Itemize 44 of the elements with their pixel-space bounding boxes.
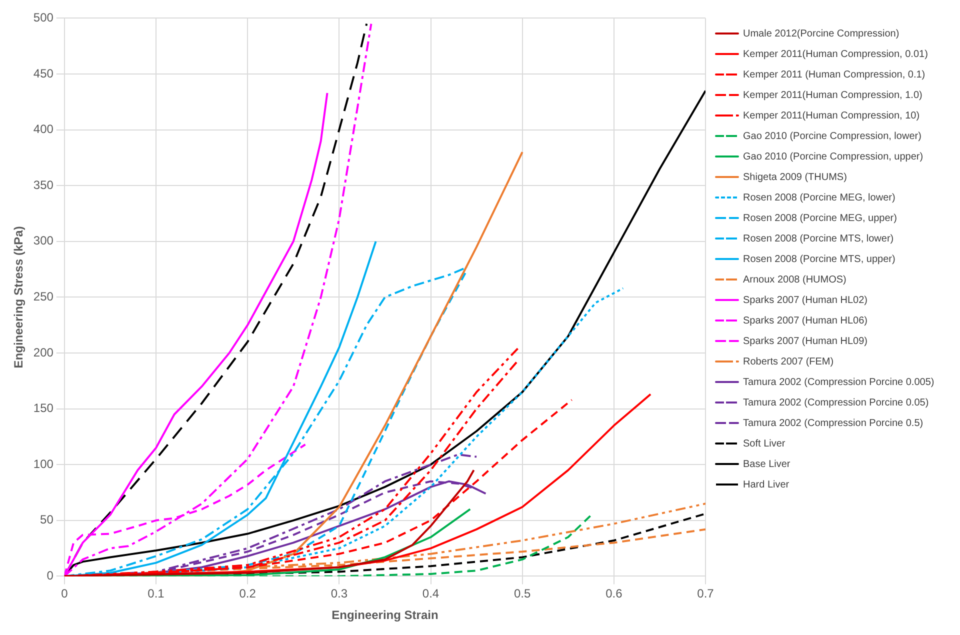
legend-label: Gao 2010 (Porcine Compression, upper) xyxy=(743,151,924,162)
legend-label: Kemper 2011(Human Compression, 1.0) xyxy=(743,90,922,101)
legend-label: Rosen 2008 (Porcine MEG, upper) xyxy=(743,212,897,224)
legend-label: Kemper 2011(Human Compression, 0.01) xyxy=(743,48,928,60)
x-tick-label: 0.4 xyxy=(422,586,440,601)
legend-label: Rosen 2008 (Porcine MEG, lower) xyxy=(743,192,896,204)
y-tick-label: 100 xyxy=(33,456,54,471)
legend-label: Arnoux 2008 (HUMOS) xyxy=(743,274,846,286)
legend-label: Gao 2010 (Porcine Compression, lower) xyxy=(743,130,922,142)
legend-label: Kemper 2011 (Human Compression, 0.1) xyxy=(743,69,926,80)
y-tick-label: 150 xyxy=(33,401,54,416)
legend-label: Base Liver xyxy=(743,458,791,470)
legend-label: Shigeta 2009 (THUMS) xyxy=(743,172,847,183)
legend-label: Roberts 2007 (FEM) xyxy=(743,356,834,368)
legend-label: Rosen 2008 (Porcine MTS, lower) xyxy=(743,233,894,244)
y-tick-label: 500 xyxy=(33,10,54,25)
y-tick-label: 400 xyxy=(33,122,54,136)
x-axis-title: Engineering Strain xyxy=(332,608,438,622)
legend-label: Sparks 2007 (Human HL02) xyxy=(743,294,868,306)
y-tick-label: 0 xyxy=(46,568,54,583)
legend-label: Tamura 2002 (Compression Porcine 0.5) xyxy=(743,418,924,429)
legend-label: Rosen 2008 (Porcine MTS, upper) xyxy=(743,254,896,265)
y-tick-label: 50 xyxy=(40,512,54,527)
x-tick-label: 0.6 xyxy=(606,586,623,601)
legend-label: Sparks 2007 (Human HL06) xyxy=(743,315,868,326)
x-tick-label: 0.7 xyxy=(697,586,714,601)
legend-label: Umale 2012(Porcine Compression) xyxy=(743,28,900,40)
x-tick-label: 0.2 xyxy=(239,586,256,601)
x-tick-label: 0.3 xyxy=(330,586,348,601)
legend-label: Tamura 2002 (Compression Porcine 0.05) xyxy=(743,397,929,408)
y-axis-title: Engineering Stress (kPa) xyxy=(12,226,26,368)
y-tick-label: 450 xyxy=(33,66,54,80)
y-tick-label: 200 xyxy=(33,345,54,360)
legend-label: Tamura 2002 (Compression Porcine 0.005) xyxy=(743,376,934,388)
legend-label: Sparks 2007 (Human HL09) xyxy=(743,336,868,347)
y-tick-label: 350 xyxy=(33,178,54,192)
x-tick-label: 0.1 xyxy=(148,586,165,601)
y-tick-label: 300 xyxy=(33,234,54,248)
x-tick-label: 0 xyxy=(61,586,68,601)
legend-label: Hard Liver xyxy=(743,479,790,490)
legend-label: Kemper 2011(Human Compression, 10) xyxy=(743,110,920,122)
legend-label: Soft Liver xyxy=(743,438,786,450)
y-tick-label: 250 xyxy=(33,290,54,304)
x-tick-label: 0.5 xyxy=(514,586,531,601)
